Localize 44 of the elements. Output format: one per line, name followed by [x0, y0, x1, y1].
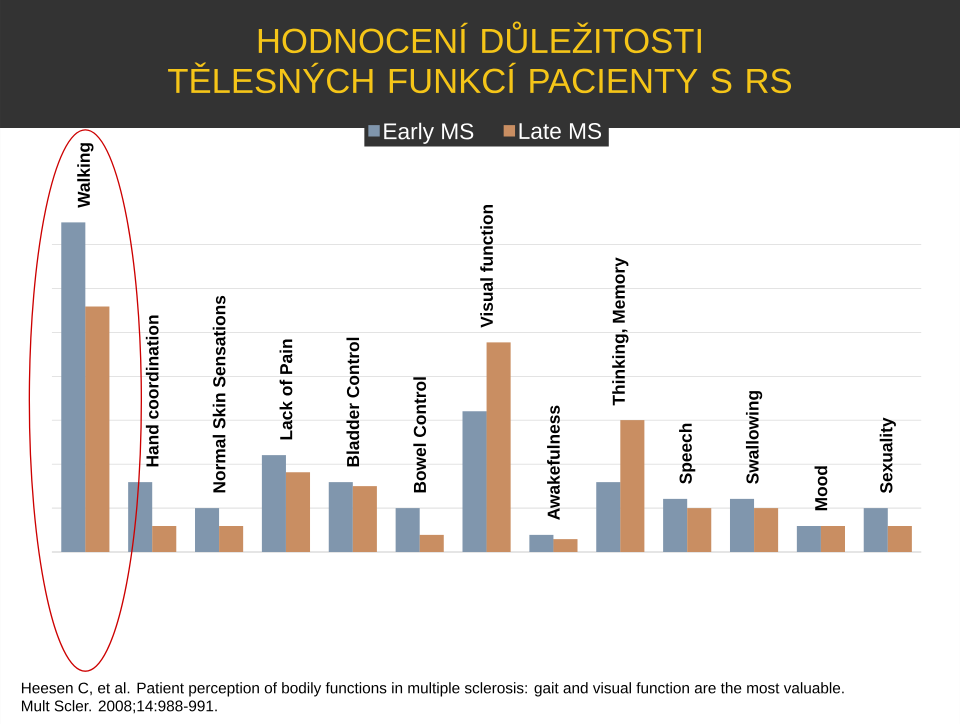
bar	[730, 498, 754, 552]
x-tick-label: Normal Skin Sensations	[212, 296, 226, 492]
legend-label: Early MS	[384, 122, 474, 144]
x-tick-label: Swallowing	[746, 391, 762, 484]
bar	[687, 508, 712, 552]
x-tick-label: Bladder Control	[346, 338, 360, 466]
x-tick-label: Bowel Control	[413, 377, 426, 492]
text: Heesen C, et al. Patient perception of bodily functions in multiple sclerosis: gait and visual function are the most valuable.	[22, 682, 844, 696]
x-tick-label: Mood	[814, 466, 828, 510]
bar	[888, 526, 912, 552]
bar	[529, 534, 554, 552]
bar	[663, 498, 688, 552]
bar	[219, 526, 244, 552]
x-tick-label: Walking	[77, 143, 94, 208]
bar	[128, 482, 152, 552]
bar	[596, 482, 620, 552]
bar	[85, 306, 110, 552]
bar	[195, 508, 220, 552]
x-tick-label: Sexuality	[880, 418, 896, 494]
bar	[486, 342, 511, 552]
bar	[396, 508, 420, 552]
bar	[553, 539, 578, 552]
bar	[420, 534, 444, 552]
bar	[462, 411, 487, 552]
bar	[820, 526, 845, 552]
bar	[152, 526, 176, 552]
bar	[328, 482, 353, 552]
bar	[796, 526, 821, 552]
bar	[864, 508, 888, 552]
bar	[352, 486, 377, 552]
bar	[754, 508, 778, 552]
bar	[61, 222, 86, 552]
bar	[620, 420, 644, 552]
x-tick-label: Awakefulness	[547, 406, 560, 520]
legend-label: Late MS	[520, 123, 602, 140]
x-tick-label: Speech	[679, 424, 696, 484]
x-tick-label: Thinking, Memory	[612, 257, 628, 406]
x-tick-label: Lack of Pain	[280, 339, 292, 440]
x-tick-label: Visual function	[480, 204, 493, 328]
bar	[262, 455, 286, 552]
bar	[286, 472, 310, 552]
text: Mult Scler. 2008;14:988-991.	[22, 700, 217, 714]
chart-title: HODNOCENÍ DŮLEŽITOSTI TĚLESNÝCH FUNKCÍ PACIENTY S RS	[168, 21, 792, 94]
x-tick-label: Hand coordination	[146, 315, 159, 466]
